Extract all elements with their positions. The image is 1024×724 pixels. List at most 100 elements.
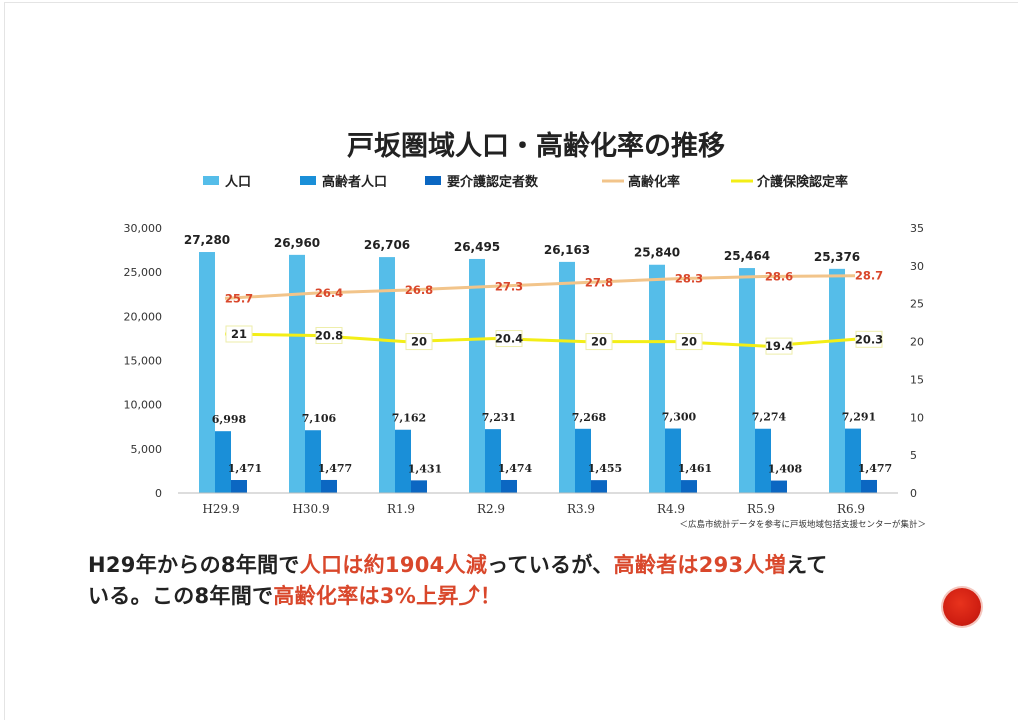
bar-elderly bbox=[305, 430, 321, 493]
right-tick-label: 5 bbox=[910, 449, 917, 462]
data-label-aging-rate: 25.7 bbox=[225, 291, 253, 305]
chart-title: 戸坂圏域人口・高齢化率の推移 bbox=[347, 130, 725, 162]
right-tick-label: 25 bbox=[910, 298, 924, 311]
care-rate-label-box bbox=[585, 333, 613, 351]
summary-line-2: いる。この8年間で高齢化率は3%上昇⤴！ bbox=[88, 581, 958, 612]
data-label-population: 26,960 bbox=[274, 236, 320, 250]
bar-population bbox=[289, 254, 305, 493]
legend-swatch bbox=[203, 176, 219, 185]
bar-care-certified bbox=[771, 480, 787, 493]
care-rate-label-box bbox=[225, 325, 253, 343]
bar-elderly bbox=[215, 431, 231, 493]
left-tick-label: 15,000 bbox=[124, 355, 163, 368]
left-tick-label: 25,000 bbox=[124, 266, 163, 279]
data-label-population: 26,495 bbox=[454, 240, 500, 254]
data-label-population: 26,706 bbox=[364, 238, 410, 252]
data-label-care-rate: 20.4 bbox=[495, 332, 523, 346]
bar-elderly bbox=[485, 429, 501, 493]
data-label-elderly: 7,291 bbox=[842, 411, 876, 424]
category-label: R2.9 bbox=[477, 502, 505, 516]
data-label-care-certified: 1,471 bbox=[228, 462, 262, 475]
right-tick-label: 10 bbox=[910, 411, 924, 424]
bar-elderly bbox=[665, 428, 681, 493]
care-rate-label-box bbox=[405, 333, 433, 351]
red-circle-stamp bbox=[943, 588, 981, 626]
category-label: H29.9 bbox=[202, 502, 239, 516]
category-label: R1.9 bbox=[387, 502, 415, 516]
bar-elderly bbox=[845, 428, 861, 493]
up-arrow-icon: ⤴ bbox=[458, 584, 480, 608]
data-label-population: 25,464 bbox=[724, 249, 770, 263]
data-label-elderly: 7,231 bbox=[482, 411, 516, 424]
data-label-elderly: 7,300 bbox=[662, 411, 697, 424]
data-label-care-rate: 20 bbox=[681, 335, 697, 349]
bar-care-certified bbox=[501, 479, 517, 493]
bar-population bbox=[379, 257, 395, 493]
legend-swatch bbox=[425, 176, 441, 185]
care-rate-label-box bbox=[315, 327, 343, 345]
data-label-care-rate: 20 bbox=[591, 335, 607, 349]
bar-care-certified bbox=[411, 480, 427, 493]
legend: 人口 高齢者人口 要介護認定者数 高齢化率 介護保険認定率 bbox=[203, 174, 848, 190]
bar-care-certified bbox=[591, 480, 607, 493]
data-label-aging-rate: 26.4 bbox=[315, 286, 343, 300]
bar-care-certified bbox=[321, 479, 337, 493]
left-tick-label: 10,000 bbox=[124, 399, 163, 412]
summary-line-1: H29年からの8年間で人口は約1904人減っているが、高齢者は293人増えて bbox=[88, 550, 958, 581]
legend-swatch bbox=[300, 176, 316, 185]
bar-population bbox=[829, 268, 845, 493]
left-axis: 0 5,000 10,000 15,000 20,000 25,000 30,000 bbox=[124, 222, 163, 500]
bar-elderly bbox=[395, 429, 411, 493]
data-label-population: 25,840 bbox=[634, 246, 680, 260]
data-label-population: 27,280 bbox=[184, 233, 230, 247]
data-label-population: 25,376 bbox=[814, 250, 860, 264]
data-label-care-certified: 1,474 bbox=[498, 462, 533, 475]
category-label: R3.9 bbox=[567, 502, 595, 516]
note-text: えて bbox=[786, 553, 828, 577]
note-exclamation: ！ bbox=[479, 584, 502, 608]
category-label: H30.9 bbox=[292, 502, 329, 516]
note-highlight-elderly: 高齢者は293人増 bbox=[613, 553, 787, 577]
category-label: R6.9 bbox=[837, 502, 865, 516]
right-tick-label: 35 bbox=[910, 222, 924, 235]
data-label-aging-rate: 28.3 bbox=[675, 272, 703, 286]
right-axis: 0 5 10 15 20 25 30 35 bbox=[910, 222, 924, 500]
data-label-care-rate: 21 bbox=[231, 327, 247, 341]
note-highlight-population: 人口は約1904人減 bbox=[299, 553, 488, 577]
data-label-care-certified: 1,477 bbox=[858, 462, 892, 475]
bar-elderly bbox=[755, 428, 771, 493]
data-label-aging-rate: 26.8 bbox=[405, 283, 433, 297]
care-rate-label-box bbox=[675, 333, 703, 351]
data-label-elderly: 6,998 bbox=[212, 413, 247, 426]
data-label-care-rate: 20 bbox=[411, 335, 427, 349]
data-label-elderly: 7,268 bbox=[572, 411, 607, 424]
data-label-aging-rate: 28.6 bbox=[765, 269, 793, 283]
bar-elderly bbox=[575, 428, 591, 493]
right-tick-label: 20 bbox=[910, 336, 924, 349]
legend-label: 介護保険認定率 bbox=[756, 174, 848, 190]
left-tick-label: 0 bbox=[155, 487, 162, 500]
data-label-care-certified: 1,477 bbox=[318, 462, 352, 475]
data-label-aging-rate: 28.7 bbox=[855, 269, 883, 283]
right-tick-label: 30 bbox=[910, 260, 924, 273]
category-label: R4.9 bbox=[657, 502, 685, 516]
data-label-aging-rate: 27.8 bbox=[585, 276, 613, 290]
note-highlight-aging-rate: 高齢化率は3%上昇 bbox=[273, 584, 459, 608]
care-rate-label-box bbox=[765, 337, 793, 355]
category-axis: H29.9 H30.9 R1.9 R2.9 R3.9 R4.9 R5.9 R6.9 bbox=[178, 492, 898, 516]
left-tick-label: 20,000 bbox=[124, 310, 163, 323]
right-tick-label: 15 bbox=[910, 373, 924, 386]
bar-care-certified bbox=[681, 480, 697, 493]
bar-care-certified bbox=[231, 480, 247, 493]
note-text: H29年からの8年間で bbox=[88, 553, 300, 577]
bar-care-certified bbox=[861, 479, 877, 493]
care-rate-label-box bbox=[855, 330, 883, 348]
page-border bbox=[4, 2, 1018, 720]
bar-population bbox=[199, 252, 215, 493]
legend-label: 人口 bbox=[225, 174, 251, 190]
data-label-aging-rate: 27.3 bbox=[495, 279, 523, 293]
note-text: っているが、 bbox=[487, 553, 614, 577]
data-label-elderly: 7,162 bbox=[392, 412, 426, 425]
chart: 戸坂圏域人口・高齢化率の推移 人口 高齢者人口 要介護認定者数 高齢化率 介護保険認定率… bbox=[124, 130, 927, 530]
data-label-care-rate: 20.3 bbox=[855, 332, 883, 346]
